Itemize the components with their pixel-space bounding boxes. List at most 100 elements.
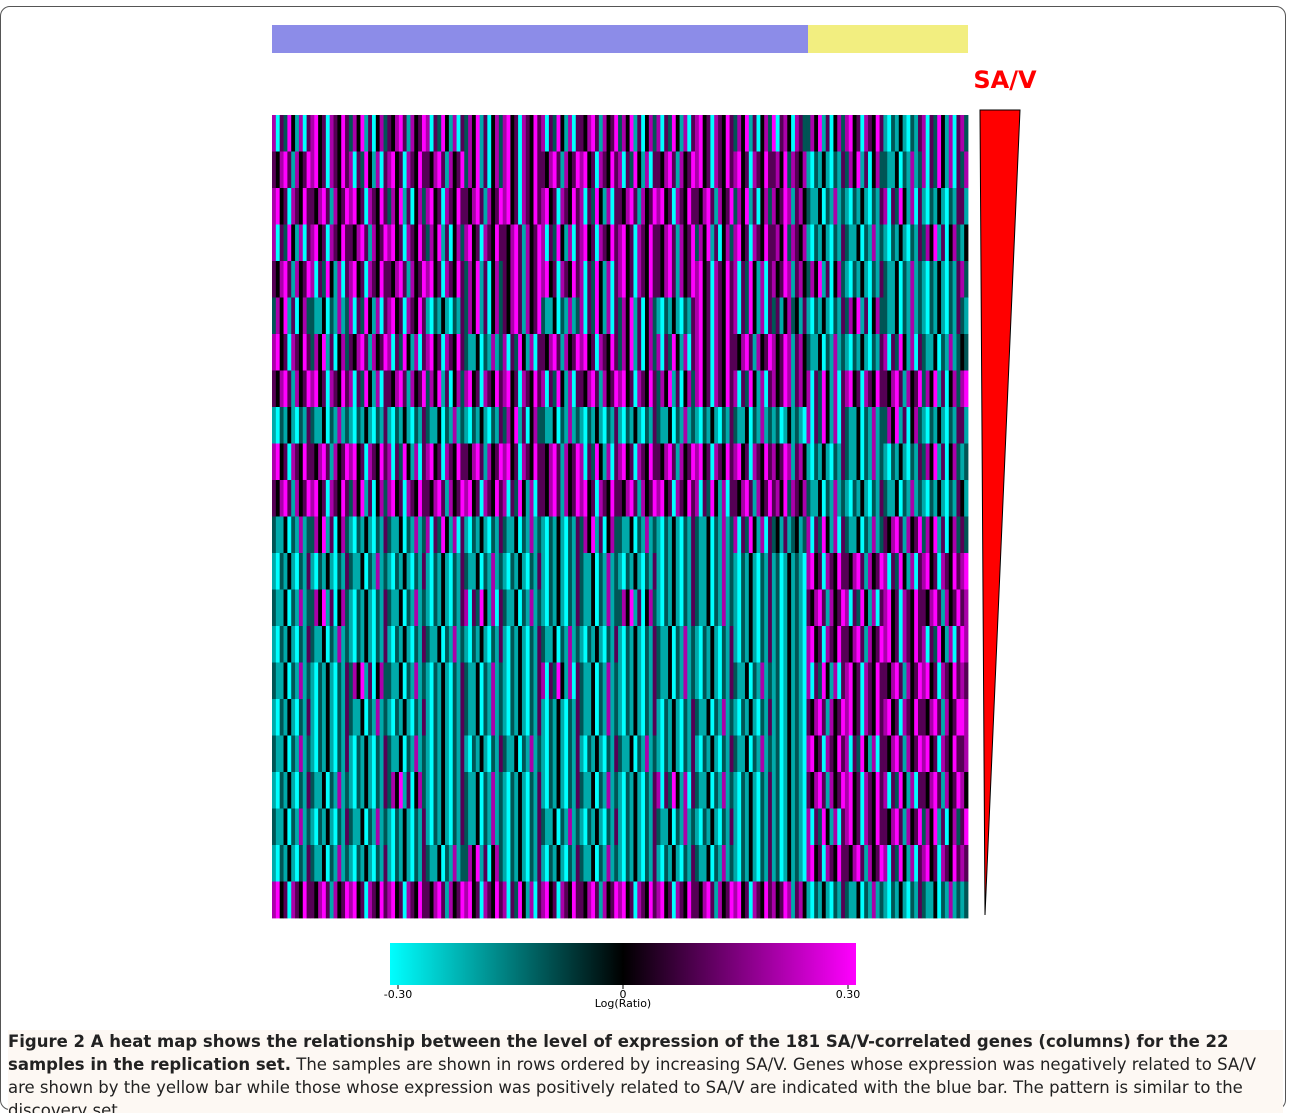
heatmap-cell (364, 845, 369, 882)
heatmap-cell (894, 589, 900, 627)
heatmap-cell (902, 735, 907, 773)
heatmap-cell (741, 699, 746, 736)
heatmap-cell (764, 480, 769, 517)
heatmap-cell (533, 407, 538, 444)
heatmap-cell (860, 699, 865, 736)
heatmap-cell (333, 261, 338, 298)
heatmap-cell (725, 808, 730, 846)
heatmap-cell (529, 772, 534, 809)
heatmap-cell (441, 881, 446, 919)
heatmap-cell (748, 735, 754, 773)
heatmap-cell (483, 808, 488, 846)
heatmap-cell (671, 516, 677, 554)
heatmap-cell (564, 553, 569, 590)
heatmap-cell (906, 261, 911, 298)
heatmap-cell (479, 662, 484, 700)
heatmap-cell (445, 224, 450, 262)
heatmap-cell (718, 589, 723, 627)
heatmap-cell (741, 516, 746, 554)
heatmap-cell (933, 443, 938, 481)
heatmap-cell (802, 151, 807, 189)
heatmap-cell (787, 115, 792, 152)
heatmap-cell (610, 224, 615, 262)
heatmap-cell (718, 881, 723, 919)
heatmap-cell (775, 443, 780, 481)
heatmap-cell (375, 772, 381, 809)
heatmap-cell (498, 151, 504, 189)
heatmap-cell (914, 772, 919, 809)
heatmap-cell (595, 334, 600, 371)
heatmap-cell (518, 553, 523, 590)
heatmap-cell (660, 334, 665, 371)
heatmap-cell (952, 808, 957, 846)
heatmap-cell (887, 589, 892, 627)
heatmap-cell (691, 772, 696, 809)
heatmap-cell (429, 188, 434, 225)
heatmap-cell (437, 553, 442, 590)
heatmap-cell (714, 772, 719, 809)
heatmap-cell (548, 699, 554, 736)
heatmap-cell (395, 407, 400, 444)
heatmap-cell (425, 553, 431, 590)
heatmap-cell (433, 553, 438, 590)
heatmap-cell (960, 115, 965, 152)
heatmap-cell (810, 188, 815, 225)
heatmap-cell (498, 224, 504, 262)
heatmap-cell (652, 772, 657, 809)
heatmap-cell (871, 626, 877, 663)
heatmap-cell (641, 808, 646, 846)
heatmap-cell (433, 480, 438, 517)
heatmap-cell (733, 881, 738, 919)
heatmap-cell (368, 845, 373, 882)
heatmap-cell (848, 516, 854, 554)
heatmap-cell (602, 188, 607, 225)
heatmap-cell (395, 772, 400, 809)
heatmap-cell (791, 370, 796, 408)
heatmap-cell (460, 808, 465, 846)
heatmap-cell (918, 772, 923, 809)
heatmap-cell (564, 297, 569, 335)
heatmap-cell (275, 589, 281, 627)
heatmap-cell (683, 699, 688, 736)
heatmap-cell (641, 699, 646, 736)
heatmap-cell (641, 151, 646, 189)
heatmap-cell (279, 553, 284, 590)
heatmap-cell (848, 297, 854, 335)
heatmap-cell (725, 845, 730, 882)
heatmap-cell (356, 808, 361, 846)
heatmap-cell (629, 334, 634, 371)
heatmap-cell (652, 115, 657, 152)
heatmap-cell (618, 261, 623, 298)
heatmap-cell (964, 115, 969, 152)
heatmap-cell (702, 151, 707, 189)
heatmap-cell (287, 151, 292, 189)
heatmap-cell (614, 297, 619, 335)
heatmap-cell (787, 699, 792, 736)
heatmap-cell (602, 115, 607, 152)
heatmap-cell (721, 224, 727, 262)
heatmap-cell (848, 845, 854, 882)
heatmap-cell (518, 772, 523, 809)
heatmap-cell (606, 297, 611, 335)
heatmap-cell (306, 626, 311, 663)
heatmap-cell (595, 297, 600, 335)
heatmap-cell (487, 699, 492, 736)
heatmap-cell (279, 845, 284, 882)
heatmap-cell (898, 370, 904, 408)
heatmap-cell (671, 553, 677, 590)
heatmap-cell (402, 589, 407, 627)
heatmap-cell (741, 808, 746, 846)
heatmap-cell (956, 297, 961, 335)
heatmap-cell (591, 115, 596, 152)
heatmap-cell (960, 443, 965, 481)
heatmap-cell (352, 151, 357, 189)
heatmap-cell (810, 808, 815, 846)
heatmap-cell (937, 261, 942, 298)
heatmap-cell (329, 261, 334, 298)
heatmap-cell (502, 115, 507, 152)
heatmap-cell (806, 881, 811, 919)
heatmap-cell (844, 443, 850, 481)
heatmap-cell (814, 480, 819, 517)
heatmap-cell (325, 845, 331, 882)
heatmap-cell (844, 261, 850, 298)
